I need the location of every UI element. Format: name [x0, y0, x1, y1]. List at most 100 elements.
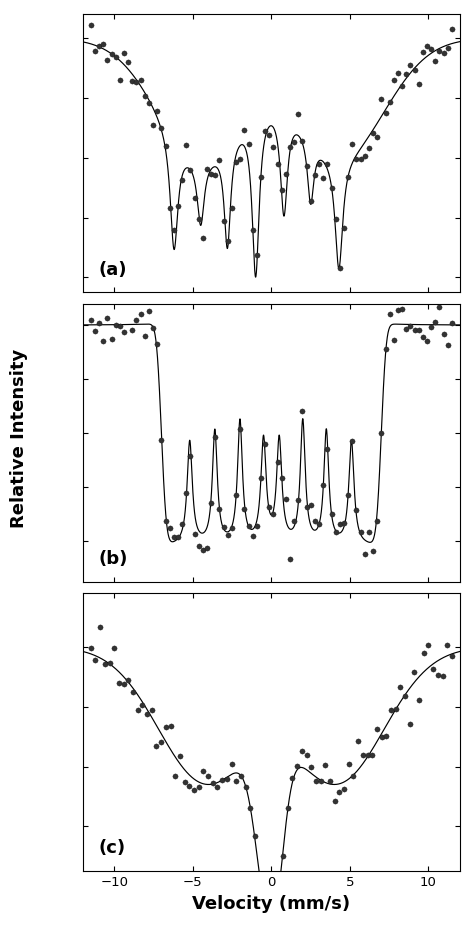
Point: [216, 153, 223, 168]
Point: [232, 773, 240, 788]
Point: [394, 302, 402, 317]
Point: [270, 896, 277, 911]
Point: [423, 333, 431, 349]
Point: [208, 495, 215, 511]
Point: [174, 199, 182, 214]
Point: [410, 665, 418, 680]
Point: [203, 541, 211, 556]
Point: [382, 106, 389, 121]
Point: [387, 703, 395, 718]
Point: [382, 342, 389, 357]
Point: [145, 95, 153, 110]
Point: [278, 470, 285, 485]
Point: [178, 173, 186, 188]
Point: [149, 117, 157, 132]
Point: [176, 748, 184, 763]
Point: [237, 422, 244, 437]
Point: [133, 313, 140, 328]
Point: [232, 154, 240, 170]
Point: [204, 768, 212, 783]
Point: [448, 22, 456, 37]
Point: [149, 321, 157, 336]
Point: [157, 121, 165, 136]
Point: [315, 517, 323, 532]
Point: [308, 759, 315, 774]
Point: [219, 772, 226, 788]
Point: [251, 828, 259, 843]
Point: [294, 493, 302, 508]
Point: [87, 17, 95, 32]
Point: [145, 304, 153, 319]
Point: [369, 544, 377, 559]
Point: [299, 404, 306, 419]
Point: [436, 43, 443, 58]
Point: [383, 728, 390, 743]
Point: [265, 500, 273, 515]
Point: [411, 322, 419, 337]
Point: [241, 122, 248, 138]
Point: [187, 163, 194, 178]
Point: [436, 300, 443, 315]
Point: [91, 653, 99, 668]
Point: [104, 310, 111, 325]
Point: [101, 657, 109, 672]
Point: [96, 620, 104, 635]
Point: [425, 637, 432, 652]
Point: [274, 890, 282, 905]
Point: [386, 94, 393, 109]
Point: [328, 506, 335, 521]
Point: [87, 641, 95, 656]
Point: [199, 231, 207, 246]
Point: [390, 73, 398, 88]
Point: [157, 433, 165, 448]
Point: [357, 525, 365, 540]
Point: [95, 315, 103, 330]
Point: [448, 649, 456, 664]
Point: [286, 551, 294, 566]
Point: [187, 448, 194, 463]
Point: [95, 39, 103, 54]
Point: [261, 123, 269, 138]
Point: [191, 190, 198, 205]
Point: [170, 529, 178, 544]
Point: [444, 41, 452, 56]
Point: [237, 152, 244, 167]
Point: [112, 49, 119, 64]
Point: [137, 73, 145, 88]
Point: [289, 770, 296, 785]
Point: [282, 166, 290, 181]
Point: [265, 922, 273, 937]
Point: [200, 764, 207, 779]
Point: [203, 161, 211, 176]
Point: [162, 138, 169, 154]
Point: [345, 170, 352, 185]
Point: [108, 46, 115, 61]
Point: [328, 181, 335, 196]
Point: [162, 513, 169, 528]
Point: [282, 492, 290, 507]
Point: [166, 201, 173, 216]
Point: [120, 325, 128, 340]
Point: [199, 543, 207, 558]
Point: [336, 516, 344, 531]
Point: [228, 201, 236, 216]
Point: [311, 168, 319, 183]
Point: [261, 885, 268, 901]
Point: [195, 539, 202, 554]
Point: [361, 547, 369, 562]
Point: [303, 748, 310, 763]
Point: [91, 324, 99, 339]
Point: [293, 759, 301, 774]
Point: [386, 306, 393, 321]
Point: [241, 502, 248, 517]
Point: [364, 748, 371, 763]
Point: [444, 637, 451, 652]
Point: [257, 170, 265, 185]
Point: [319, 478, 327, 493]
Point: [299, 133, 306, 148]
Point: [307, 497, 315, 512]
Point: [448, 316, 456, 331]
Point: [124, 55, 132, 70]
Point: [428, 319, 435, 334]
Point: [257, 470, 265, 485]
